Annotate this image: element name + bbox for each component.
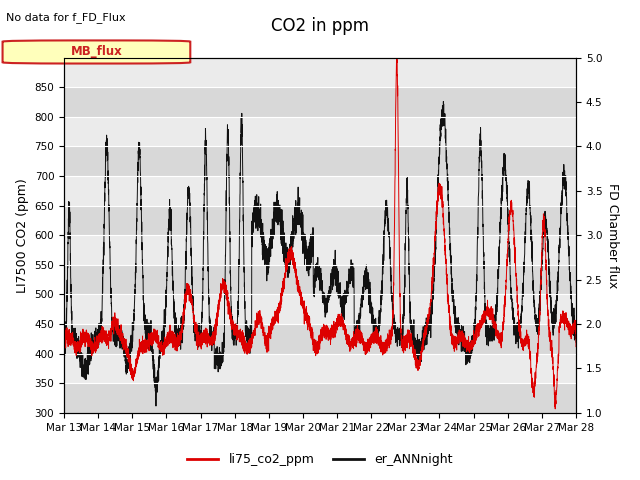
Bar xyxy=(64,324,576,354)
li75_co2_ppm xyxy=(367,338,375,344)
Bar xyxy=(64,383,576,413)
li75_co2_ppm xyxy=(153,338,161,344)
Bar xyxy=(64,235,576,265)
Y-axis label: FD Chamber flux: FD Chamber flux xyxy=(606,182,619,288)
Bar xyxy=(64,265,576,294)
Bar xyxy=(64,117,576,146)
er_ANNnight xyxy=(367,311,375,317)
Bar xyxy=(64,87,576,117)
FancyBboxPatch shape xyxy=(3,40,190,63)
er_ANNnight xyxy=(440,98,447,104)
Line: er_ANNnight: er_ANNnight xyxy=(64,101,576,406)
Bar xyxy=(64,294,576,324)
er_ANNnight xyxy=(256,219,264,225)
li75_co2_ppm xyxy=(572,344,580,349)
Line: li75_co2_ppm: li75_co2_ppm xyxy=(64,58,576,409)
Bar xyxy=(64,176,576,205)
Bar xyxy=(64,146,576,176)
er_ANNnight xyxy=(442,159,450,165)
li75_co2_ppm xyxy=(393,60,401,65)
li75_co2_ppm xyxy=(392,55,400,60)
li75_co2_ppm xyxy=(60,339,68,345)
er_ANNnight xyxy=(481,300,489,306)
er_ANNnight xyxy=(572,339,580,345)
er_ANNnight xyxy=(153,381,161,387)
li75_co2_ppm xyxy=(442,262,450,268)
Bar xyxy=(64,58,576,87)
Text: No data for f_FD_Flux: No data for f_FD_Flux xyxy=(6,12,126,23)
li75_co2_ppm xyxy=(256,320,264,325)
Y-axis label: LI7500 CO2 (ppm): LI7500 CO2 (ppm) xyxy=(16,178,29,293)
li75_co2_ppm xyxy=(552,406,559,412)
Legend: li75_co2_ppm, er_ANNnight: li75_co2_ppm, er_ANNnight xyxy=(182,448,458,471)
er_ANNnight xyxy=(60,324,68,330)
er_ANNnight xyxy=(152,403,160,409)
Text: MB_flux: MB_flux xyxy=(70,46,122,59)
er_ANNnight xyxy=(393,329,401,335)
Bar xyxy=(64,205,576,235)
Bar xyxy=(64,354,576,383)
Text: CO2 in ppm: CO2 in ppm xyxy=(271,17,369,35)
li75_co2_ppm xyxy=(481,316,489,322)
